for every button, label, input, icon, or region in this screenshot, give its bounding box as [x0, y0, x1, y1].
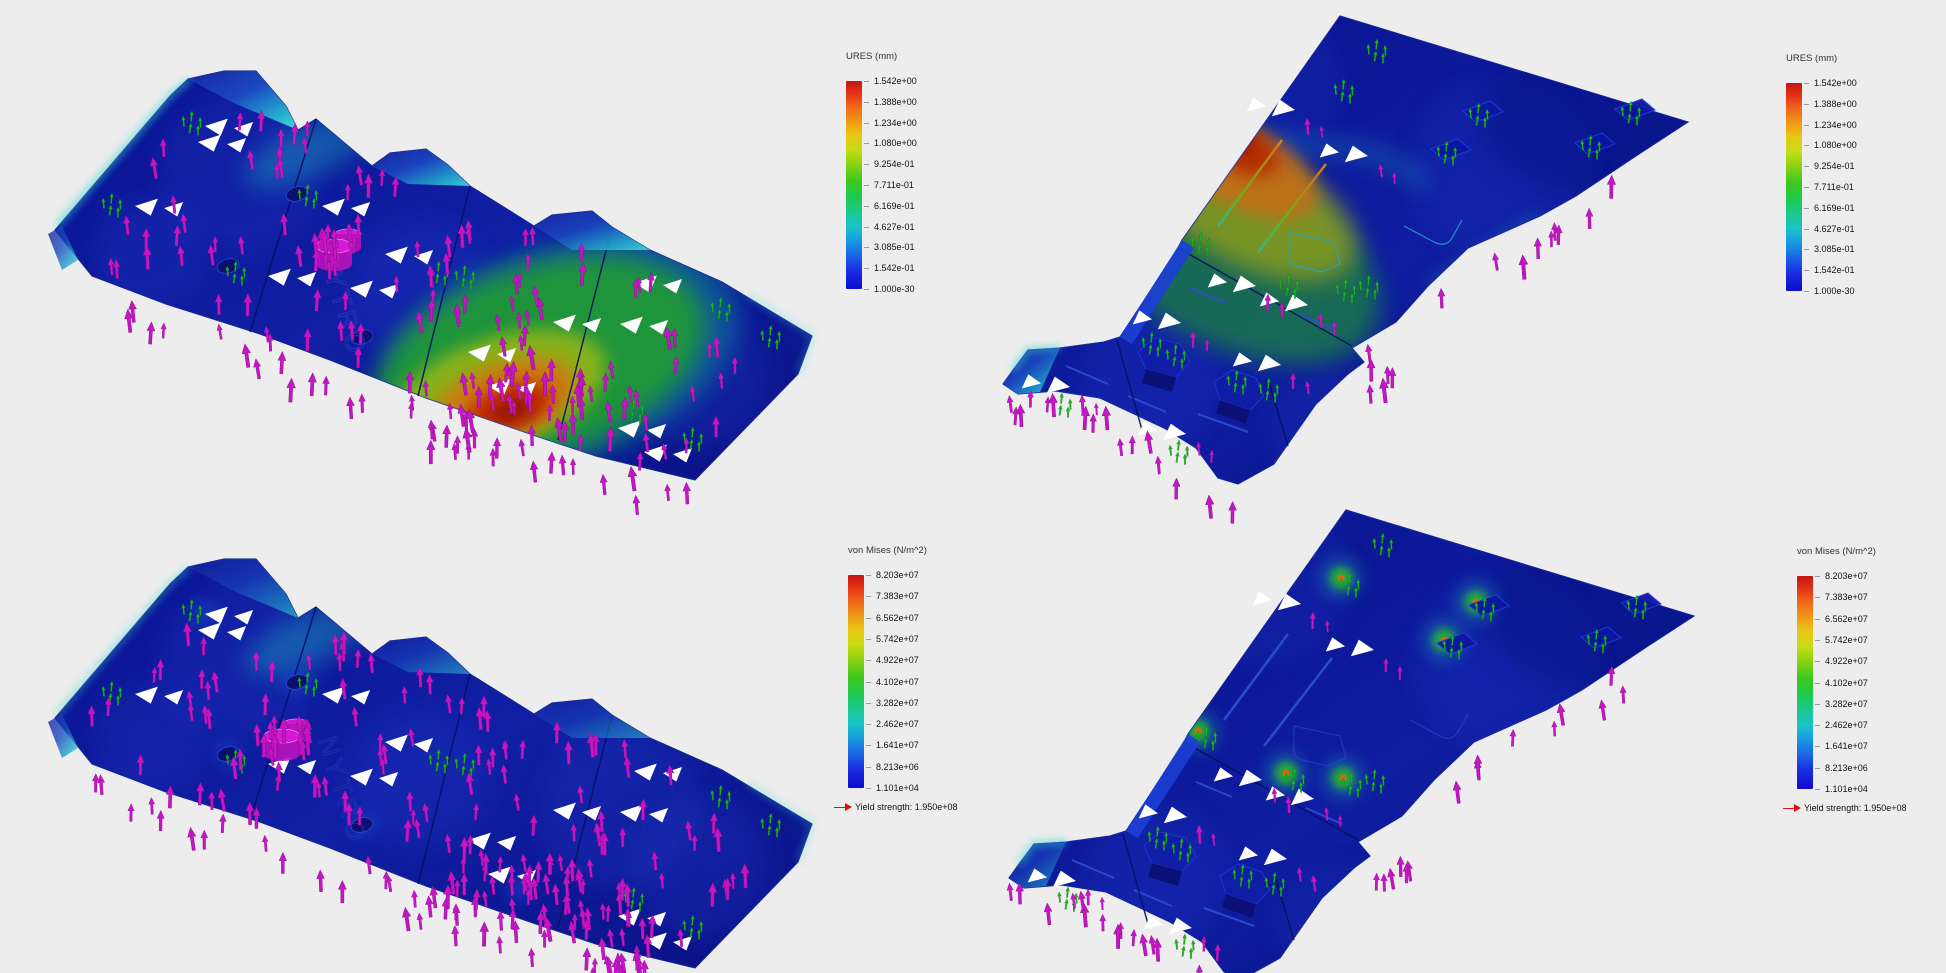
legend-value: 8.203e+07 [866, 570, 919, 580]
legend-value: 1.388e+00 [1804, 98, 1857, 109]
legend-value: 8.213e+06 [1815, 762, 1868, 773]
legend-value: 1.234e+00 [864, 117, 917, 128]
legend-value: 7.711e-01 [1804, 182, 1854, 192]
legend-value: 3.282e+07 [1815, 698, 1868, 709]
floor-pan-model [1002, 15, 1690, 524]
floor-pan-model: NYTRO [48, 70, 814, 515]
legend-title: URES (mm) [846, 51, 898, 62]
legend-value: 4.102e+07 [1815, 677, 1868, 688]
legend-value: 3.282e+07 [866, 697, 919, 708]
legend-value: 5.742e+07 [1815, 634, 1868, 645]
legend-value: 1.542e-01 [1804, 265, 1855, 276]
legend-vonmises-right: von Mises (N/m^2) 8.203e+07 7.383e+07 6.56… [1783, 546, 1907, 813]
legend-value: 6.169e-01 [864, 200, 915, 211]
legend-value: 1.542e+00 [1804, 78, 1857, 88]
legend-value: 8.203e+07 [1815, 571, 1868, 581]
legend-value: 4.627e-01 [1804, 223, 1855, 234]
legend-value: 1.000e-30 [864, 284, 915, 294]
cutout-triangles [135, 606, 693, 951]
legend-value: 6.169e-01 [1804, 202, 1855, 213]
legend-value: 9.254e-01 [864, 159, 915, 170]
legend-value: 7.383e+07 [866, 591, 919, 602]
yield-arrow-icon [834, 803, 852, 811]
legend-title: von Mises (N/m^2) [1797, 546, 1876, 557]
legend-vonmises-left: von Mises (N/m^2) 8.203e+07 7.383e+07 6.56… [834, 545, 958, 812]
yield-strength-label: Yield strength: 1.950e+08 [855, 802, 958, 812]
load-arrows [87, 621, 750, 973]
cutout-triangles [135, 118, 693, 463]
fixture-symbols [101, 598, 782, 940]
fixture-symbols [1051, 38, 1656, 465]
legend-value: 4.922e+07 [1815, 656, 1868, 667]
legend-title: URES (mm) [1786, 53, 1838, 64]
legend-colorbar [1786, 83, 1802, 291]
legend-value: 1.000e-30 [1804, 286, 1855, 296]
legend-value: 1.080e+00 [1804, 140, 1857, 151]
yield-strength-label: Yield strength: 1.950e+08 [1804, 803, 1907, 813]
legend-value: 6.562e+07 [866, 612, 919, 623]
legend-colorbar [1797, 576, 1813, 789]
legend-value: 2.462e+07 [866, 719, 919, 730]
floor-pan-model [1006, 509, 1696, 973]
legend-value: 3.085e-01 [864, 242, 915, 253]
legend-value: 6.562e+07 [1815, 613, 1868, 624]
legend-value: 3.085e-01 [1804, 244, 1855, 255]
yield-strength-marker: Yield strength: 1.950e+08 [1783, 803, 1907, 813]
viewport-displacement-underside: NYTRO [48, 70, 814, 515]
yield-arrow-icon [1783, 804, 1801, 812]
legend-value: 4.102e+07 [866, 676, 919, 687]
yield-strength-marker: Yield strength: 1.950e+08 [834, 802, 958, 812]
fixture-symbols [1057, 532, 1662, 959]
legend-value: 8.213e+06 [866, 761, 919, 772]
cutout-triangles [1021, 97, 1368, 441]
legend-value: 4.627e-01 [864, 221, 915, 232]
viewport-displacement-top [1002, 15, 1690, 524]
legend-value: 7.383e+07 [1815, 592, 1868, 603]
legend-ures-left: URES (mm) 1.542e+00 1.388e+00 1.234e+00 1.0… [846, 51, 934, 294]
legend-value: 1.388e+00 [864, 96, 917, 107]
legend-value: 1.641e+07 [1815, 741, 1868, 752]
viewport-stress-underside: NYTRO [48, 558, 814, 973]
legend-value: 9.254e-01 [1804, 161, 1855, 172]
legend-value: 2.462e+07 [1815, 720, 1868, 731]
load-arrows [107, 109, 739, 515]
fixture-symbols [101, 110, 782, 452]
floor-pan-model: NYTRO [48, 558, 814, 973]
cutout-triangles [1027, 591, 1374, 935]
load-arrows [1006, 117, 1617, 524]
legend-value: 1.542e+00 [864, 76, 917, 86]
legend-value: 1.542e-01 [864, 263, 915, 274]
legend-value: 1.080e+00 [864, 138, 917, 149]
legend-title: von Mises (N/m^2) [848, 545, 927, 556]
legend-value: 4.922e+07 [866, 655, 919, 666]
contour-overlays [95, 578, 770, 938]
legend-labels: 8.203e+07 7.383e+07 6.562e+07 5.742e+07 4.92… [866, 570, 936, 793]
legend-value: 1.101e+04 [866, 783, 919, 793]
legend-ures-right: URES (mm) 1.542e+00 1.388e+00 1.234e+00 1.0… [1786, 53, 1874, 296]
legend-labels: 1.542e+00 1.388e+00 1.234e+00 1.080e+00 9.25… [864, 76, 934, 294]
legend-value: 7.711e-01 [864, 180, 914, 190]
legend-value: 1.101e+04 [1815, 784, 1868, 794]
legend-labels: 8.203e+07 7.383e+07 6.562e+07 5.742e+07 4.92… [1815, 571, 1885, 794]
legend-value: 5.742e+07 [866, 633, 919, 644]
legend-value: 1.641e+07 [866, 740, 919, 751]
legend-labels: 1.542e+00 1.388e+00 1.234e+00 1.080e+00 9.25… [1804, 78, 1874, 296]
legend-value: 1.234e+00 [1804, 119, 1857, 130]
viewport-stress-top [1006, 509, 1696, 973]
legend-colorbar [848, 575, 864, 788]
legend-colorbar [846, 81, 862, 289]
load-arrows [1006, 611, 1627, 973]
